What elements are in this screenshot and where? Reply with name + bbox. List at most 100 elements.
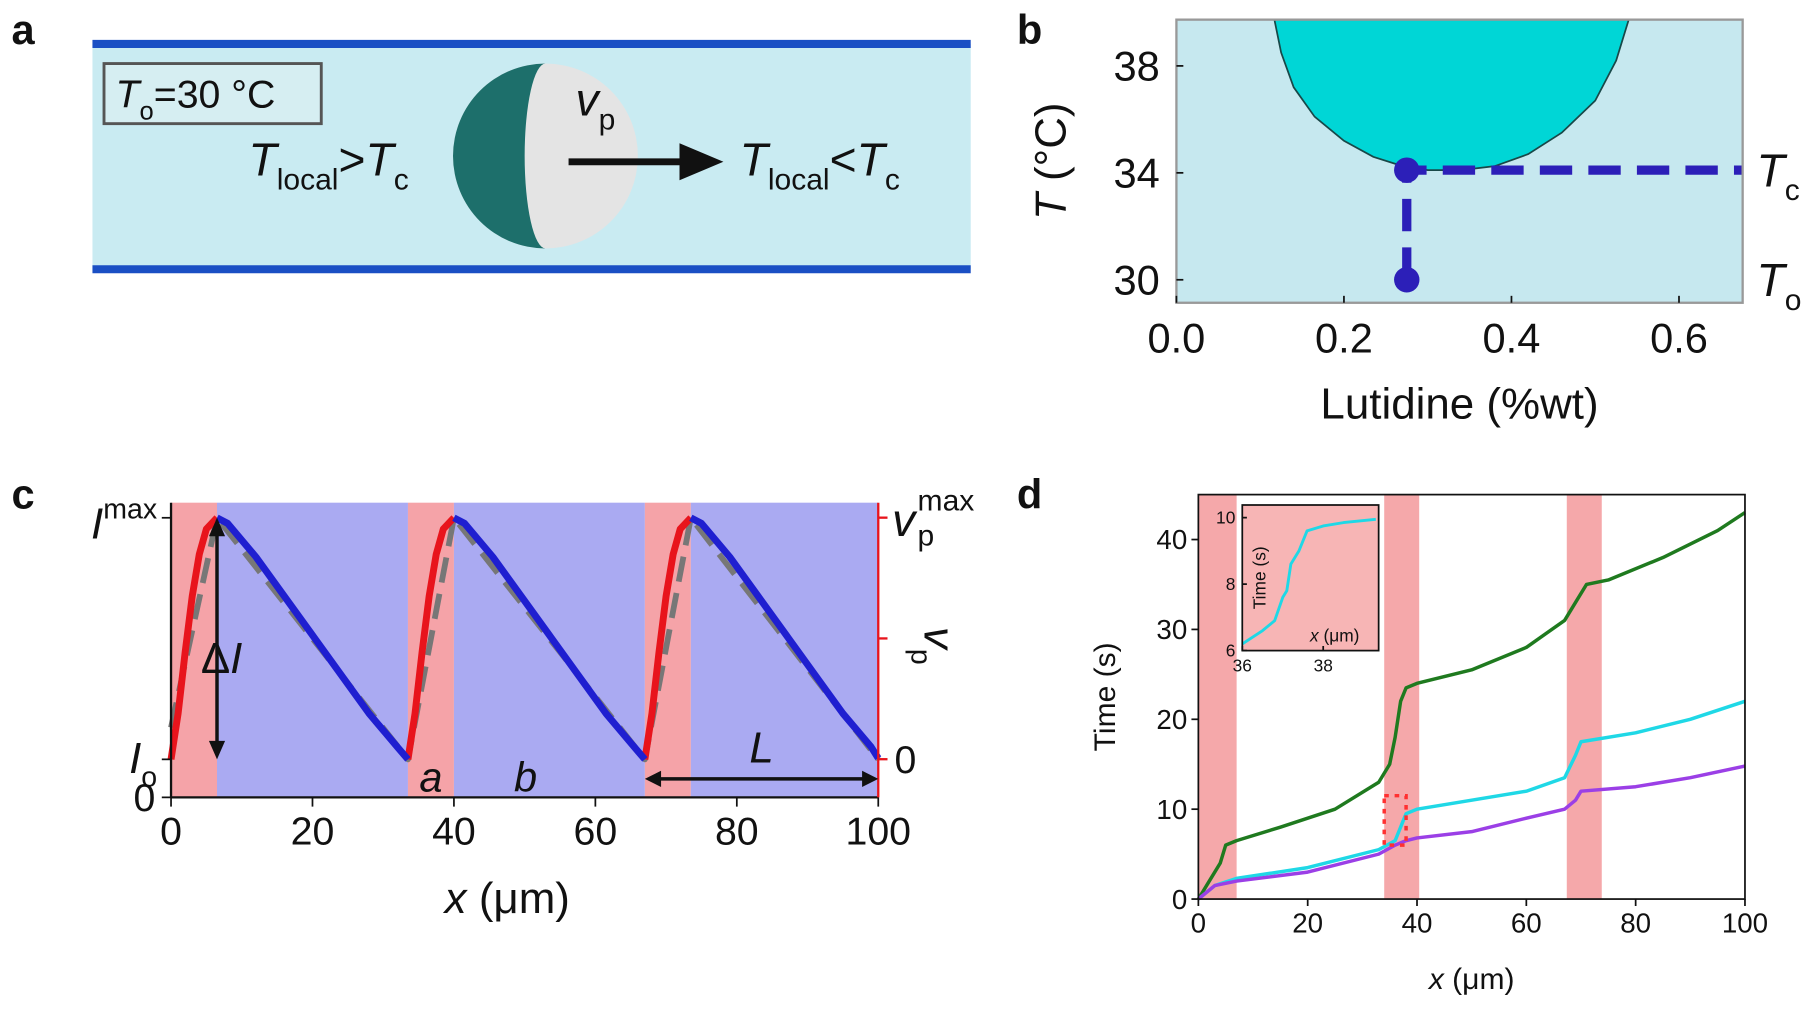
region — [1198, 494, 1237, 900]
y-tick-label: 30 — [1114, 256, 1160, 303]
arrow-head — [862, 770, 879, 787]
y2-tick-label: 0 — [894, 738, 916, 782]
series-line — [1197, 699, 1746, 901]
x-axis-title: x (μm) — [1427, 963, 1515, 996]
series-line — [452, 514, 648, 762]
y2-tick-label: max — [918, 485, 975, 518]
marker — [1394, 267, 1420, 293]
x-tick-label: 0 — [160, 810, 182, 854]
x-tick-label: 0.2 — [1315, 315, 1373, 362]
x-axis-title-part: (μm) — [1319, 625, 1360, 645]
region-label: b — [514, 754, 537, 801]
region-label: a — [419, 754, 442, 801]
y2-tick-label: v — [892, 494, 918, 546]
x-tick-label: 0.4 — [1483, 315, 1541, 362]
series-line — [167, 515, 220, 760]
y-tick-label: 8 — [1226, 574, 1236, 594]
series-line — [1197, 764, 1746, 901]
left-label-part: T — [248, 134, 279, 186]
x-tick-label: 60 — [574, 810, 618, 854]
y-tick-label-part: I — [91, 499, 103, 548]
marker-label-part: o — [1785, 284, 1802, 317]
right-label: Tlocal<Tc — [740, 134, 900, 197]
panel-label: a — [12, 6, 36, 53]
x-tick-label: 100 — [845, 810, 911, 854]
x-tick-label: 40 — [1402, 907, 1433, 938]
arrow-head — [208, 517, 226, 537]
x-axis-title-part: x — [1309, 625, 1320, 645]
y2-axis-title: vp — [904, 627, 963, 665]
y-tick-label-part: max — [103, 494, 157, 526]
y-tick-label: 38 — [1114, 42, 1160, 89]
y-tick-label: 6 — [1226, 641, 1236, 661]
x-tick-label: 38 — [1314, 655, 1333, 675]
series-line — [1241, 517, 1376, 646]
region — [1566, 494, 1602, 900]
y-axis-title: T (°C) — [1026, 102, 1075, 220]
y-tick-label: 10 — [1216, 508, 1235, 528]
marker-label-part: c — [1785, 174, 1800, 207]
left-label-part: T — [365, 134, 396, 186]
marker-label-part: T — [1757, 144, 1788, 196]
right-label-part: T — [740, 134, 771, 186]
y-tick-label: 20 — [1156, 704, 1187, 735]
y-axis-title-part: T — [1026, 190, 1075, 220]
x-tick-label: 60 — [1511, 907, 1542, 938]
y-tick-label: Io — [129, 734, 157, 793]
y2-axis-title-part: p — [904, 649, 936, 665]
arrow-label-part: v — [575, 74, 601, 126]
marker-label: To — [1757, 254, 1802, 317]
y-axis-title-part: (°C) — [1026, 102, 1075, 193]
region — [171, 502, 218, 798]
plot-frame — [1175, 18, 1744, 304]
plot-frame — [1197, 493, 1746, 900]
x-axis-title: x (μm) — [1309, 625, 1359, 645]
x-axis-title: x (μm) — [443, 874, 570, 923]
delta-label: ΔI — [201, 634, 243, 683]
x-tick-label: 80 — [1620, 907, 1651, 938]
arrow-label: vp — [575, 74, 615, 137]
box-label-part: o — [140, 97, 154, 125]
y2-tick-label: p — [918, 519, 935, 552]
label-box — [102, 62, 323, 126]
y-tick-label: 40 — [1156, 524, 1187, 555]
x-tick-label: 20 — [1292, 907, 1323, 938]
right-label-part: < — [830, 134, 857, 186]
right-label-part: local — [768, 164, 830, 197]
box-label-part: =30 °C — [154, 72, 276, 116]
x-axis-title-part: x — [443, 874, 469, 923]
arrow-head — [679, 143, 724, 181]
arrow-label-part: p — [599, 103, 616, 136]
x-tick-label: 40 — [432, 810, 476, 854]
left-label: Tlocal>Tc — [248, 134, 408, 197]
left-label-part: c — [394, 164, 409, 197]
y-tick-label: Imax — [91, 494, 157, 549]
marker-label: Tc — [1757, 144, 1800, 207]
series-line — [404, 515, 457, 760]
arrow-head — [644, 770, 662, 787]
marker — [1394, 157, 1420, 183]
delta-label-part: I — [230, 634, 242, 683]
right-label-part: T — [857, 134, 888, 186]
x-tick-label: 80 — [715, 810, 759, 854]
x-tick-label: 36 — [1233, 655, 1252, 675]
series-line — [1196, 511, 1746, 900]
y-axis-title: Time (s) — [1249, 546, 1269, 609]
y-tick-label: 30 — [1156, 614, 1187, 645]
x-tick-label: 0 — [1191, 907, 1206, 938]
x-axis-title-part: (μm) — [467, 874, 570, 923]
panel-label: c — [12, 470, 35, 517]
arrow-head — [208, 740, 226, 760]
x-axis-title: Lutidine (%wt) — [1320, 379, 1598, 428]
y-tick-label: 10 — [1156, 794, 1187, 825]
series-line — [689, 514, 882, 761]
delta-label-part: Δ — [201, 634, 230, 683]
x-tick-label: 0.0 — [1147, 315, 1205, 362]
period-label: L — [749, 724, 773, 773]
panel-label: d — [1017, 470, 1042, 517]
series-line — [215, 514, 411, 762]
particle-cap — [453, 63, 546, 249]
series-line — [641, 515, 694, 760]
box-label-part: T — [116, 72, 143, 116]
